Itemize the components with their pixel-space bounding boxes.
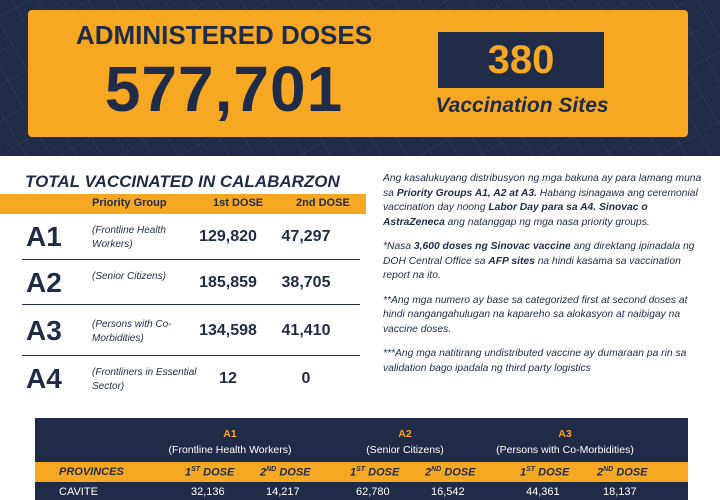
notes: Ang kasalukuyang distribusyon ng mga bak… — [383, 172, 703, 386]
group-code: A3 — [26, 314, 62, 346]
second-dose: 38,705 — [281, 273, 331, 291]
note: **Ang mga numero ay base sa categorized … — [383, 294, 703, 338]
dose-num: 2 — [597, 466, 604, 479]
note-text: ang direktang ipinadala ng DOH Central O… — [383, 241, 695, 267]
note-text: *Nasa — [383, 241, 414, 252]
dose-suffix: ST — [191, 466, 201, 473]
header-title: ADMINISTERED DOSES — [75, 20, 373, 50]
dose-suffix: ND — [431, 466, 442, 473]
second-dose: 41,410 — [281, 321, 331, 339]
summary-row: A2 (Senior Citizens) 185,859 38,705 — [22, 262, 360, 305]
summary-row: A1 (Frontline Health Workers) 129,820 47,29… — [22, 215, 360, 260]
note-text: ang natanggap ng mga nasa priority group… — [444, 216, 650, 228]
dose-num: 1 — [350, 466, 357, 479]
dose-num: 1 — [185, 466, 192, 479]
dose-header: PROVINCES 1ST DOSE 2ND DOSE 1ST DOSE 2ND DOS… — [35, 462, 688, 482]
group-code: A2 — [398, 428, 412, 440]
second-dose: 47,297 — [281, 227, 331, 245]
dose-header: 1ST DOSE — [185, 466, 234, 479]
province-name: CAVITE — [59, 486, 98, 498]
banner: ADMINISTERED DOSES 577,701 380 Vaccinati… — [0, 0, 720, 156]
dose-header: 2ND DOSE — [425, 466, 476, 479]
dose-suffix: ST — [356, 466, 366, 473]
dose-header: 1ST DOSE — [520, 466, 569, 479]
group-code: A1 — [26, 220, 62, 252]
total-doses: 577,701 — [104, 53, 344, 125]
sites-label: Vaccination Sites — [435, 94, 609, 117]
dose-count: 16,542 — [431, 486, 465, 498]
group-name: (Persons with Co-Morbidities) — [92, 318, 172, 344]
dose-count: 18,137 — [603, 486, 637, 498]
note-text: 3,600 doses ng Sinovac vaccine — [413, 241, 571, 252]
group-name: (Persons with Co-Morbidities) — [496, 444, 634, 456]
group-code: A3 — [558, 428, 572, 440]
summary-title: TOTAL VACCINATED IN CALABARZON — [25, 172, 340, 191]
group-header: A3 (Persons with Co-Morbidities) — [480, 426, 650, 458]
first-dose: 12 — [219, 370, 237, 387]
note: ***Ang mga natitirang undistributed vacc… — [383, 347, 703, 376]
dose-word: DOSE — [444, 466, 476, 479]
group-name: (Senior Citizens) — [92, 270, 166, 282]
group-name: (Frontline Health Workers) — [168, 444, 292, 456]
note-text: Labor Day para sa A4. Sinovac o AstraZen… — [383, 202, 648, 228]
note-text: Priority Groups A1, A2 at A3. — [396, 187, 537, 199]
dose-suffix: ND — [603, 466, 614, 473]
dose-count: 44,361 — [526, 486, 560, 498]
dose-suffix: ST — [526, 466, 536, 473]
group-name: (Senior Citizens) — [366, 444, 444, 456]
note-text: ***Ang mga natitirang undistributed vacc… — [383, 348, 687, 374]
dose-suffix: ND — [266, 466, 277, 473]
column-header: 2nd DOSE — [296, 197, 350, 209]
dose-header: 2ND DOSE — [597, 466, 648, 479]
dose-word: DOSE — [203, 466, 235, 479]
note-text: na hindi kasama sa vaccination report na… — [383, 255, 681, 282]
group-code: A2 — [26, 266, 62, 298]
dose-word: DOSE — [368, 466, 400, 479]
column-header: 1st DOSE — [213, 197, 264, 209]
provinces-header: PROVINCES — [59, 466, 124, 478]
note-text: **Ang mga numero ay base sa categorized … — [383, 294, 688, 335]
dose-word: DOSE — [279, 466, 311, 479]
first-dose: 185,859 — [199, 273, 257, 291]
group-header: A2 (Senior Citizens) — [320, 426, 490, 458]
group-header: A1 (Frontline Health Workers) — [145, 426, 315, 458]
dose-word: DOSE — [616, 466, 648, 479]
group-name: (Frontline Health Workers) — [92, 224, 166, 250]
note-text: Habang isinagawa ang ceremonial vaccinat… — [383, 187, 698, 214]
note-text: Ang kasalukuyang distribusyon ng mga bak… — [383, 173, 702, 199]
summary-header: Priority Group 1st DOSE 2nd DOSE — [0, 194, 366, 214]
dose-num: 2 — [260, 466, 267, 479]
dose-num: 1 — [520, 466, 527, 479]
group-name: (Frontliners in Essential Sector) — [92, 367, 197, 392]
dose-header: 2ND DOSE — [260, 466, 311, 479]
provinces-table: PROVINCES 1ST DOSE 2ND DOSE 1ST DOSE 2ND DOS… — [35, 418, 688, 500]
second-dose: 0 — [301, 370, 311, 387]
note-text: AFP sites — [488, 255, 535, 267]
column-header: Priority Group — [92, 197, 167, 209]
group-code: A4 — [26, 363, 62, 394]
sites-count: 380 — [438, 32, 604, 88]
dose-count: 32,136 — [191, 486, 225, 498]
dose-count: 62,780 — [356, 486, 390, 498]
first-dose: 134,598 — [199, 321, 257, 339]
summary-row: A3 (Persons with Co-Morbidities) 134,598 41… — [22, 307, 360, 356]
first-dose: 129,820 — [199, 227, 257, 245]
note: *Nasa 3,600 doses ng Sinovac vaccine ang… — [383, 240, 703, 284]
group-code: A1 — [223, 428, 237, 440]
dose-num: 2 — [425, 466, 432, 479]
summary-row: A4 (Frontliners in Essential Sector) 12 0 — [22, 358, 360, 402]
dose-header: 1ST DOSE — [350, 466, 399, 479]
dose-word: DOSE — [538, 466, 570, 479]
note: Ang kasalukuyang distribusyon ng mga bak… — [383, 172, 703, 230]
dose-count: 14,217 — [266, 486, 300, 498]
